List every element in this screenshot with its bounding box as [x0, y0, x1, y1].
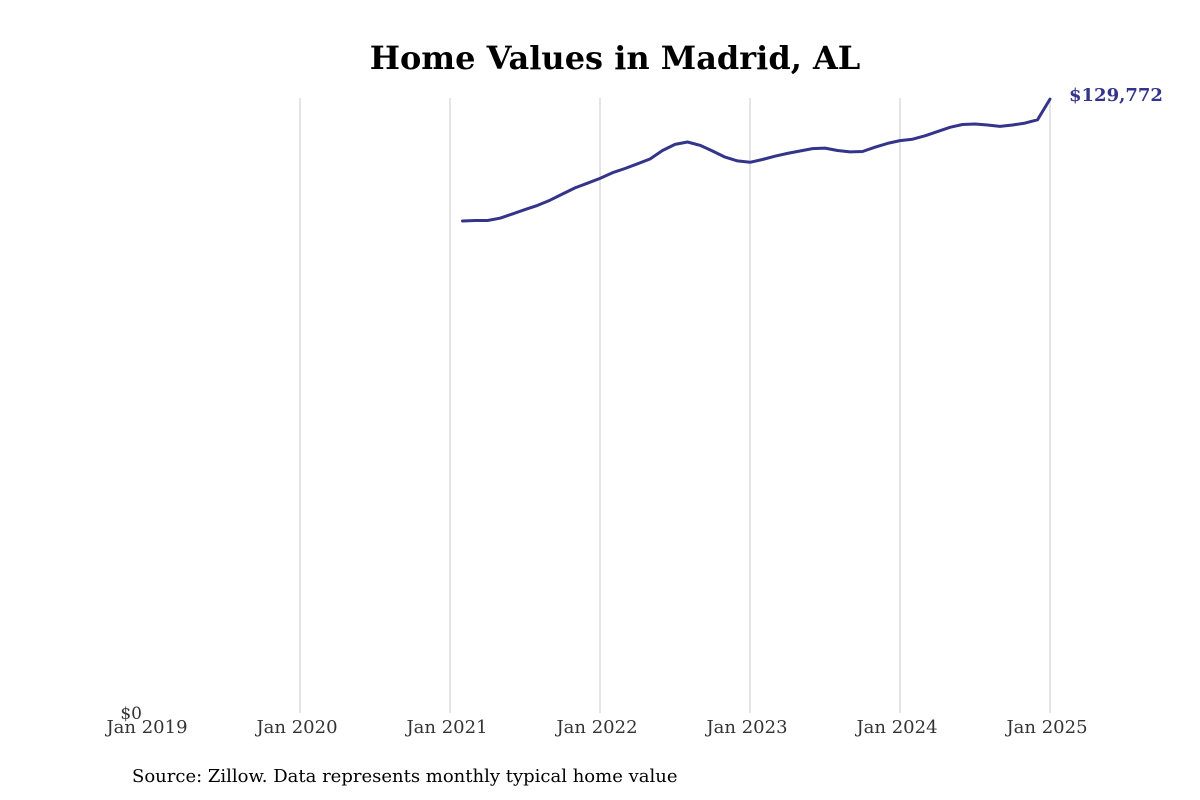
x-tick-label: Jan 2025	[1004, 717, 1087, 738]
gridlines	[299, 98, 1051, 713]
x-axis-ticks: Jan 2019 Jan 2020 Jan 2021 Jan 2022 Jan 2023…	[104, 717, 1087, 738]
series-group	[461, 97, 1052, 223]
x-tick-label: Jan 2024	[854, 717, 937, 738]
x-tick-label: Jan 2023	[704, 717, 787, 738]
end-value-label: $129,772	[1069, 85, 1163, 106]
x-tick-label: Jan 2021	[404, 717, 487, 738]
source-note: Source: Zillow. Data represents monthly …	[132, 766, 678, 787]
y-tick-label: $0	[120, 704, 142, 724]
x-tick-label: Jan 2019	[104, 717, 187, 738]
y-axis-ticks: $0	[120, 704, 142, 724]
x-tick-label: Jan 2020	[254, 717, 337, 738]
series-line-0	[461, 97, 1052, 223]
x-tick-label: Jan 2022	[554, 717, 637, 738]
chart-title: Home Values in Madrid, AL	[370, 39, 861, 77]
